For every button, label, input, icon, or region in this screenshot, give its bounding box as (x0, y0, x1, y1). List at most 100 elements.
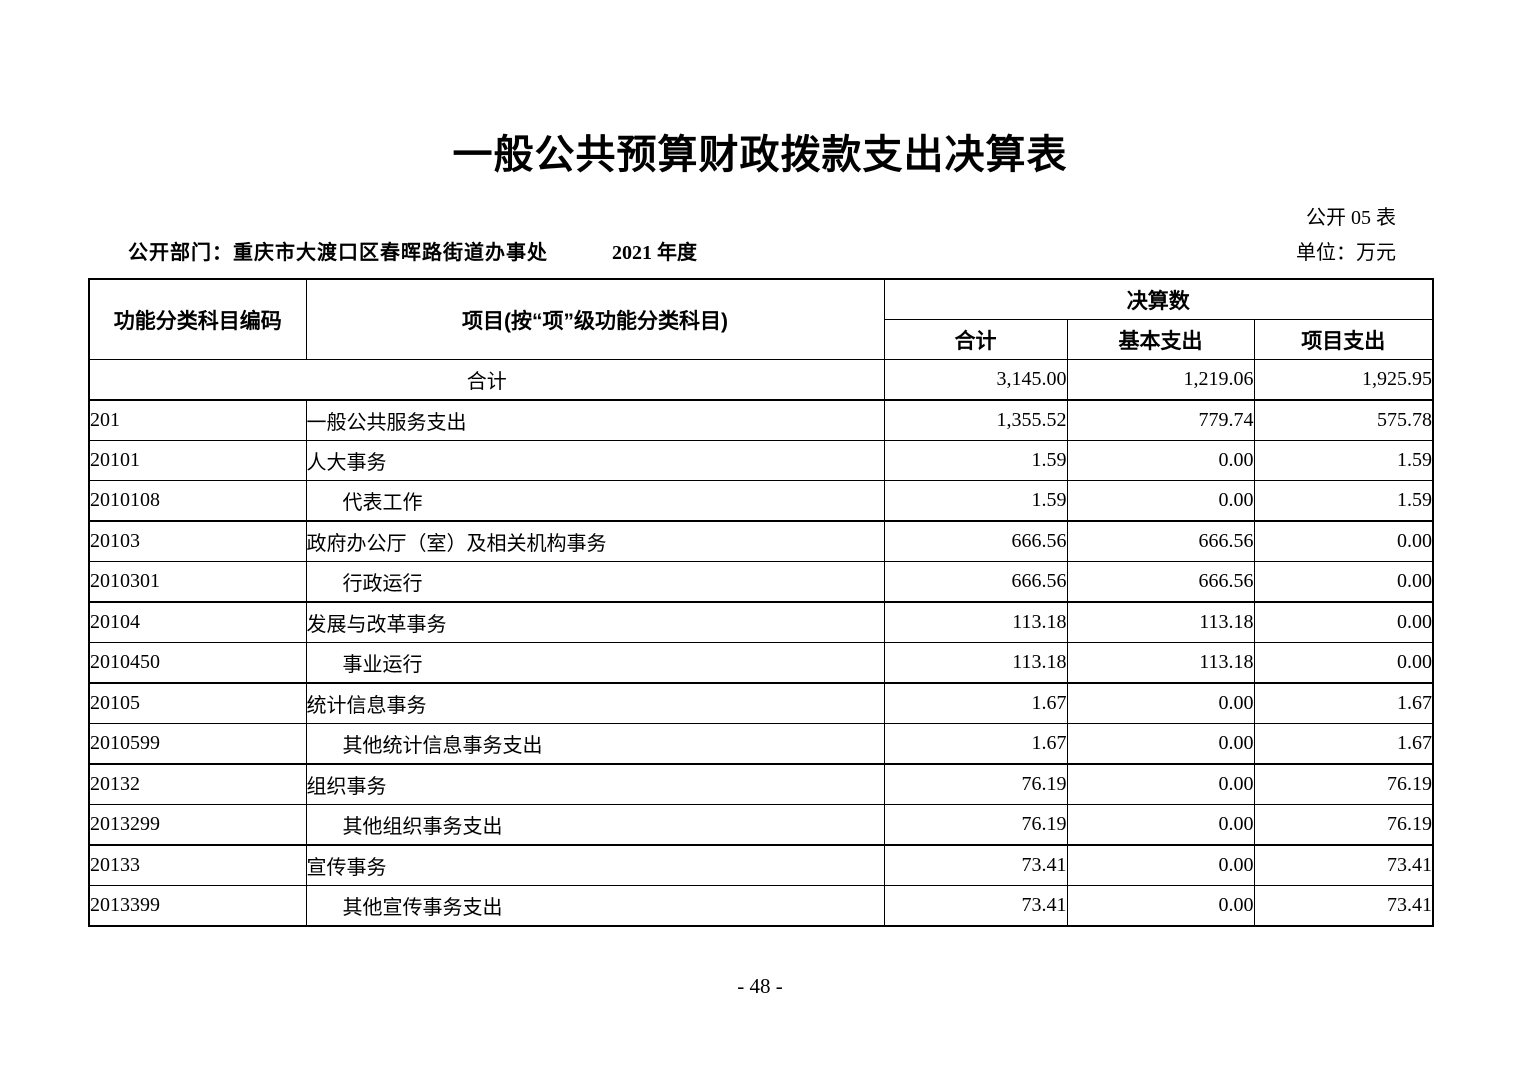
cell-total: 666.56 (883, 520, 1068, 562)
cell-total: 76.19 (883, 804, 1068, 846)
cell-total: 1,355.52 (883, 399, 1068, 441)
row-name: 代表工作 (305, 480, 885, 522)
cell-total: 1.59 (883, 440, 1068, 481)
table-row: 2010599 其他统计信息事务支出 1.67 0.00 1.67 (88, 723, 1434, 765)
cell-project-expenditure: 0.00 (1253, 520, 1434, 562)
cell-total: 73.41 (883, 885, 1068, 927)
cell-project-expenditure: 1.59 (1253, 440, 1434, 481)
row-name: 宣传事务 (305, 844, 885, 886)
header-project: 项目(按“项”级功能分类科目) (305, 278, 885, 360)
cell-total: 76.19 (883, 763, 1068, 805)
cell-total: 1.59 (883, 480, 1068, 522)
header-row-2: 合计 基本支出 项目支出 (89, 319, 1434, 360)
row-code: 2010450 (88, 642, 307, 684)
row-code: 20105 (88, 682, 307, 724)
row-code: 20104 (88, 601, 307, 643)
cell-project-expenditure: 1.59 (1253, 480, 1434, 522)
page-number: - 48 - (737, 974, 783, 998)
cell-basic-expenditure: 0.00 (1066, 885, 1255, 927)
cell-project-expenditure: 1.67 (1253, 682, 1434, 724)
row-name: 其他宣传事务支出 (305, 885, 885, 927)
row-code: 2013299 (88, 804, 307, 846)
cell-basic-expenditure: 779.74 (1066, 399, 1255, 441)
cell-basic-expenditure: 0.00 (1066, 763, 1255, 805)
cell-project-expenditure: 76.19 (1253, 804, 1434, 846)
cell-basic-expenditure: 666.56 (1066, 520, 1255, 562)
table-header: 功能分类科目编码 项目(按“项”级功能分类科目) 决算数 合计 基本支出 项目支… (88, 278, 1434, 360)
cell-basic-expenditure: 0.00 (1066, 682, 1255, 724)
table-row: 20104 发展与改革事务 113.18 113.18 0.00 (88, 601, 1434, 643)
row-name: 一般公共服务支出 (305, 399, 885, 441)
document-title: 一般公共预算财政拨款支出决算表 (452, 133, 1068, 177)
department-label: 公开部门：重庆市大渡口区春晖路街道办事处 (128, 242, 548, 264)
header-basic-expenditure: 基本支出 (1066, 319, 1255, 360)
row-code: 20132 (88, 763, 307, 805)
cell-basic-expenditure: 113.18 (1066, 642, 1255, 684)
header-project-expenditure: 项目支出 (1253, 319, 1434, 360)
budget-table: 功能分类科目编码 项目(按“项”级功能分类科目) 决算数 合计 基本支出 项目支… (88, 278, 1434, 927)
cell-total: 1.67 (883, 682, 1068, 724)
row-code: 201 (88, 399, 307, 441)
table-row: 20101 人大事务 1.59 0.00 1.59 (88, 440, 1434, 481)
row-code: 20133 (88, 844, 307, 886)
row-name: 统计信息事务 (305, 682, 885, 724)
cell-project-expenditure: 0.00 (1253, 642, 1434, 684)
row-name: 组织事务 (305, 763, 885, 805)
row-code: 2013399 (88, 885, 307, 927)
row-code: 2010108 (88, 480, 307, 522)
row-name: 发展与改革事务 (305, 601, 885, 643)
table-row: 20133 宣传事务 73.41 0.00 73.41 (88, 844, 1434, 886)
cell-basic-expenditure: 0.00 (1066, 440, 1255, 481)
cell-total: 666.56 (883, 561, 1068, 603)
row-name: 其他组织事务支出 (305, 804, 885, 846)
cell-project-expenditure: 76.19 (1253, 763, 1434, 805)
table-row: 2010450 事业运行 113.18 113.18 0.00 (88, 642, 1434, 684)
row-name: 人大事务 (305, 440, 885, 481)
cell-project-expenditure: 1.67 (1253, 723, 1434, 765)
table-row: 20103 政府办公厅（室）及相关机构事务 666.56 666.56 0.00 (88, 520, 1434, 562)
table-row: 2013399 其他宣传事务支出 73.41 0.00 73.41 (88, 885, 1434, 927)
cell-basic-expenditure: 0.00 (1066, 804, 1255, 846)
row-name: 政府办公厅（室）及相关机构事务 (305, 520, 885, 562)
cell-basic-expenditure: 0.00 (1066, 723, 1255, 765)
cell-basic-expenditure: 0.00 (1066, 480, 1255, 522)
header-code: 功能分类科目编码 (88, 278, 307, 360)
row-code: 2010599 (88, 723, 307, 765)
meta-row: 公开部门：重庆市大渡口区春晖路街道办事处 2021 年度 单位：万元 (128, 236, 1396, 265)
row-name: 合计 (88, 359, 885, 401)
row-code: 2010301 (88, 561, 307, 603)
header-final-accounts: 决算数 (883, 278, 1434, 320)
table-row: 2010301 行政运行 666.56 666.56 0.00 (88, 561, 1434, 603)
row-name: 行政运行 (305, 561, 885, 603)
table-row: 20132 组织事务 76.19 0.00 76.19 (88, 763, 1434, 805)
fiscal-year-label: 2021 年度 (612, 242, 697, 264)
cell-project-expenditure: 575.78 (1253, 399, 1434, 441)
unit-label: 单位：万元 (1296, 242, 1396, 264)
row-code: 20101 (88, 440, 307, 481)
table-code-label: 公开 05 表 (1306, 207, 1396, 229)
row-code: 20103 (88, 520, 307, 562)
cell-basic-expenditure: 0.00 (1066, 844, 1255, 886)
cell-total: 3,145.00 (883, 359, 1068, 401)
table-row: 2013299 其他组织事务支出 76.19 0.00 76.19 (88, 804, 1434, 846)
table-row: 合计 3,145.00 1,219.06 1,925.95 (88, 359, 1434, 401)
header-total: 合计 (883, 319, 1068, 360)
row-name: 其他统计信息事务支出 (305, 723, 885, 765)
cell-project-expenditure: 0.00 (1253, 601, 1434, 643)
cell-project-expenditure: 1,925.95 (1253, 359, 1434, 401)
cell-basic-expenditure: 1,219.06 (1066, 359, 1255, 401)
cell-project-expenditure: 0.00 (1253, 561, 1434, 603)
row-name: 事业运行 (305, 642, 885, 684)
table-row: 20105 统计信息事务 1.67 0.00 1.67 (88, 682, 1434, 724)
cell-total: 113.18 (883, 601, 1068, 643)
cell-basic-expenditure: 666.56 (1066, 561, 1255, 603)
cell-total: 73.41 (883, 844, 1068, 886)
table-row: 2010108 代表工作 1.59 0.00 1.59 (88, 480, 1434, 522)
cell-project-expenditure: 73.41 (1253, 885, 1434, 927)
cell-total: 113.18 (883, 642, 1068, 684)
table-row: 201 一般公共服务支出 1,355.52 779.74 575.78 (88, 399, 1434, 441)
cell-project-expenditure: 73.41 (1253, 844, 1434, 886)
header-row-1: 功能分类科目编码 项目(按“项”级功能分类科目) 决算数 (88, 278, 1434, 360)
cell-total: 1.67 (883, 723, 1068, 765)
